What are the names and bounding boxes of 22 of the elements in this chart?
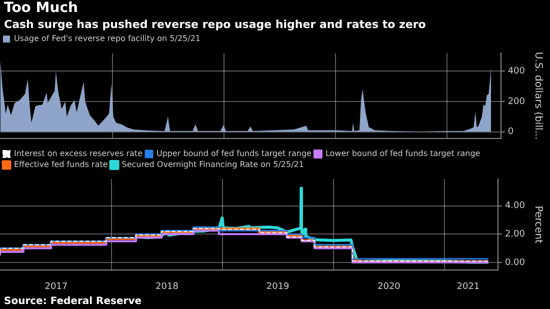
y-tick-label: 4.00 xyxy=(504,201,526,212)
y-axis-title: Percent xyxy=(532,206,544,244)
legend-label: Effective fed funds rate xyxy=(14,160,108,170)
y-axis-title: U.S. dollars (bill... xyxy=(532,52,544,140)
y-tick-label: 200 xyxy=(508,96,526,107)
y-tick-label: 0 xyxy=(508,127,514,138)
legend-label: Upper bound of fed funds target range xyxy=(156,149,312,158)
x-tick-label: 2021 xyxy=(456,282,480,292)
y-tick-label: 0.00 xyxy=(504,258,526,268)
chart-subtitle: Cash surge has pushed reverse repo usage higher and rates to zero xyxy=(3,17,427,32)
legend-label: Usage of Fed's reverse repo facility on 5/25/21 xyxy=(14,34,201,44)
x-tick-label: 2019 xyxy=(266,282,290,292)
x-tick-label: 2017 xyxy=(44,282,68,292)
chart-title: Too Much xyxy=(3,0,79,17)
y-tick-label: 400 xyxy=(508,66,526,77)
x-tick-label: 2018 xyxy=(156,282,179,292)
source-note: Source: Federal Reserve xyxy=(3,295,142,308)
legend-label: Secured Overnight Financing Rate on 5/25/21 xyxy=(122,160,304,170)
y-tick-label: 2.00 xyxy=(504,229,526,240)
x-tick-label: 2020 xyxy=(378,282,401,292)
legend-label: Interest on excess reserves rate xyxy=(14,149,143,158)
legend-label: Lower bound of fed funds target range xyxy=(325,149,480,158)
